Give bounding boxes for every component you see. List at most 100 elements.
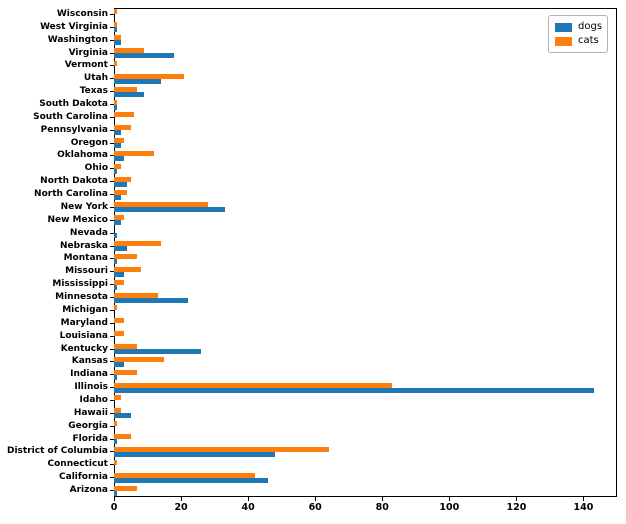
y-tick-label: Georgia [68, 420, 108, 431]
bar-cats [114, 86, 138, 92]
bar-cats [114, 459, 118, 465]
y-tick-label: Oklahoma [57, 150, 108, 161]
x-tick-mark [448, 497, 450, 501]
bar-dogs [114, 439, 118, 445]
bar-dogs [114, 258, 118, 264]
y-tick-label: Utah [83, 73, 108, 84]
bar-dogs [114, 361, 125, 367]
y-tick-mark [110, 245, 114, 247]
x-tick-mark [180, 497, 182, 501]
y-tick-label: Missouri [65, 266, 108, 277]
bar-dogs [114, 168, 118, 174]
y-tick-mark [110, 399, 114, 401]
y-tick-label: Texas [79, 86, 108, 97]
bar-dogs [114, 374, 118, 380]
bar-cats [114, 163, 121, 169]
bar-cats [114, 421, 118, 427]
y-tick-label: Indiana [70, 369, 108, 380]
x-tick-mark [314, 497, 316, 501]
legend-label-cats: cats [578, 35, 599, 46]
bar-dogs [114, 27, 118, 33]
y-tick-mark [110, 284, 114, 286]
y-tick-mark [110, 116, 114, 118]
legend: dogs cats [548, 15, 608, 53]
bar-cats [114, 138, 125, 144]
bar-dogs [114, 387, 594, 393]
y-tick-mark [110, 297, 114, 299]
y-tick-mark [110, 438, 114, 440]
y-tick-mark [110, 425, 114, 427]
bar-cats [114, 279, 125, 285]
x-tick-label: 100 [439, 502, 460, 513]
y-tick-mark [110, 348, 114, 350]
cats-color-swatch [555, 36, 572, 46]
bar-cats [114, 176, 131, 182]
bar-dogs [114, 477, 269, 483]
bar-cats [114, 202, 208, 208]
bar-cats [114, 446, 329, 452]
bar-dogs [114, 155, 125, 161]
bar-dogs [114, 78, 161, 84]
bar-dogs [114, 91, 145, 97]
bar-cats [114, 344, 138, 349]
y-tick-label: North Carolina [34, 189, 108, 200]
y-tick-label: California [59, 472, 108, 483]
y-tick-label: Hawaii [73, 407, 108, 418]
y-tick-mark [110, 387, 114, 389]
y-tick-label: Maryland [60, 317, 108, 328]
y-tick-mark [110, 271, 114, 273]
x-tick-mark [381, 497, 383, 501]
y-tick-mark [110, 155, 114, 157]
y-tick-label: North Dakota [40, 176, 108, 187]
y-tick-label: Nevada [69, 227, 108, 238]
bar-dogs [114, 297, 188, 303]
y-tick-mark [110, 104, 114, 105]
y-tick-label: Connecticut [47, 459, 108, 470]
y-tick-label: Wisconsin [56, 8, 108, 19]
y-tick-mark [110, 65, 114, 67]
bar-cats [114, 266, 141, 272]
y-tick-label: Florida [72, 433, 108, 444]
bar-cats [114, 112, 135, 118]
y-tick-mark [110, 451, 114, 453]
bar-dogs [114, 53, 175, 59]
bar-cats [114, 241, 161, 247]
y-tick-mark [110, 322, 114, 324]
y-tick-label: Vermont [64, 60, 108, 71]
y-tick-label: Montana [63, 253, 108, 264]
x-tick-mark [515, 497, 517, 501]
y-tick-label: New Mexico [47, 214, 108, 225]
x-tick-mark [247, 497, 249, 501]
y-tick-label: Mississippi [52, 279, 108, 290]
bar-cats [114, 9, 118, 15]
x-tick-label: 120 [506, 502, 527, 513]
dogs-color-swatch [555, 22, 572, 32]
bar-cats [114, 331, 125, 337]
bar-dogs [114, 413, 131, 419]
x-tick-label: 20 [174, 502, 188, 513]
y-tick-mark [110, 464, 114, 466]
y-tick-mark [110, 168, 114, 170]
y-tick-mark [110, 52, 114, 54]
y-tick-label: Michigan [62, 304, 108, 315]
bar-dogs [114, 490, 118, 496]
bar-cats [114, 382, 393, 388]
bar-cats [114, 434, 131, 440]
bar-dogs [114, 40, 121, 46]
y-tick-label: Washington [47, 34, 108, 45]
bar-cats [114, 292, 158, 298]
x-tick-label: 60 [308, 502, 322, 513]
y-tick-label: Kansas [71, 356, 108, 367]
y-tick-mark [110, 13, 114, 15]
x-tick-label: 0 [110, 502, 118, 513]
bar-cats [114, 73, 185, 79]
y-tick-mark [110, 477, 114, 479]
y-tick-mark [110, 206, 114, 208]
y-tick-label: West Virginia [40, 21, 108, 32]
y-tick-mark [110, 39, 114, 41]
y-tick-mark [110, 361, 114, 363]
y-tick-mark [110, 258, 114, 260]
y-tick-mark [110, 374, 114, 376]
y-tick-label: Illinois [74, 382, 108, 393]
